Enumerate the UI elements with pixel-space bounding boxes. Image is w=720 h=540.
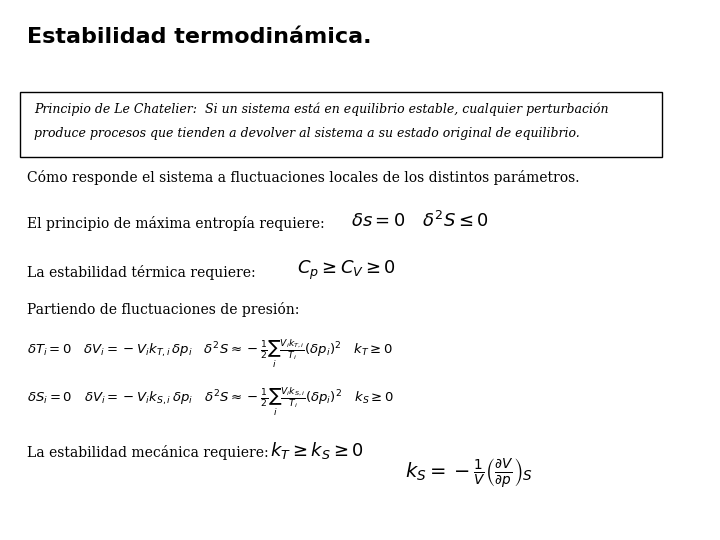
Text: La estabilidad mecánica requiere:: La estabilidad mecánica requiere: bbox=[27, 446, 269, 461]
Text: Partiendo de fluctuaciones de presión:: Partiendo de fluctuaciones de presión: bbox=[27, 302, 300, 318]
Text: El principio de máxima entropía requiere:: El principio de máxima entropía requiere… bbox=[27, 216, 325, 231]
FancyBboxPatch shape bbox=[20, 92, 662, 157]
Text: $\delta T_i = 0 \quad \delta V_i = -V_i k_{T,i}\,\delta p_i \quad \delta^2 S \ap: $\delta T_i = 0 \quad \delta V_i = -V_i … bbox=[27, 338, 393, 369]
Text: produce procesos que tienden a devolver al sistema a su estado original de equil: produce procesos que tienden a devolver … bbox=[34, 127, 580, 140]
Text: $\delta S_i = 0 \quad \delta V_i = -V_i k_{S,i}\,\delta p_i \quad \delta^2 S \ap: $\delta S_i = 0 \quad \delta V_i = -V_i … bbox=[27, 386, 394, 418]
Text: La estabilidad térmica requiere:: La estabilidad térmica requiere: bbox=[27, 265, 256, 280]
Text: $C_p \geq C_V \geq 0$: $C_p \geq C_V \geq 0$ bbox=[297, 259, 396, 282]
Text: $\delta s = 0 \quad \delta^2 S \leq 0$: $\delta s = 0 \quad \delta^2 S \leq 0$ bbox=[351, 211, 489, 231]
Text: Principio de Le Chatelier:  Si un sistema está en equilibrio estable, cualquier : Principio de Le Chatelier: Si un sistema… bbox=[34, 103, 608, 116]
Text: Cómo responde el sistema a fluctuaciones locales de los distintos parámetros.: Cómo responde el sistema a fluctuaciones… bbox=[27, 170, 580, 185]
Text: Estabilidad termodinámica.: Estabilidad termodinámica. bbox=[27, 27, 372, 47]
Text: $k_T \geq k_S \geq 0$: $k_T \geq k_S \geq 0$ bbox=[270, 440, 364, 461]
Text: $k_S = -\frac{1}{V}\left(\frac{\partial V}{\partial p}\right)_S$: $k_S = -\frac{1}{V}\left(\frac{\partial … bbox=[405, 456, 533, 490]
